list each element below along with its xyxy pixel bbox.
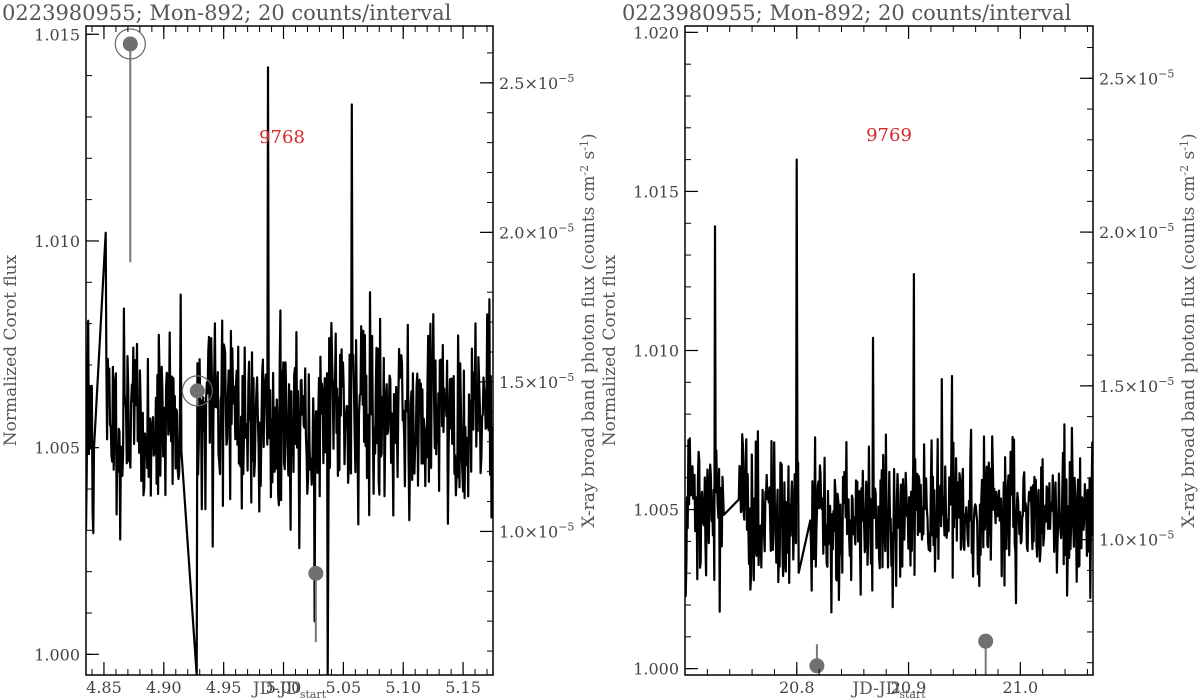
x-tick-label: 21.0	[1003, 678, 1039, 697]
y2-tick-label: 1.5×10−5	[499, 371, 574, 392]
x-tick-label: 4.85	[86, 678, 122, 697]
y-tick-label: 1.010	[633, 342, 679, 361]
y2-tick-label: 2.5×10−5	[499, 72, 574, 93]
xray-point-1	[114, 28, 146, 263]
x-tick-label: 20.8	[779, 678, 815, 697]
x-tick-label: 20.9	[891, 678, 927, 697]
xray-point-3	[308, 565, 324, 643]
xray-point-2	[978, 633, 994, 675]
x-tick-label: 5.05	[326, 678, 362, 697]
y-axis-label-right: X-ray broad band photon flux (counts cm-…	[1178, 133, 1199, 527]
xray-point-1	[809, 644, 825, 674]
x-tick-label: 5.10	[385, 678, 421, 697]
corot-flux-line	[685, 158, 1093, 614]
xray-point-marker	[189, 383, 205, 399]
y-tick-label: 1.015	[34, 25, 80, 44]
x-axis-label: JD-JDstart	[850, 679, 926, 698]
x-tick-label: 5.00	[266, 678, 302, 697]
y2-tick-label: 2.0×10−5	[1099, 221, 1174, 242]
y-tick-label: 1.005	[34, 439, 80, 458]
y-axis-label-left: Normalized Corot flux	[1, 254, 21, 446]
y-tick-label: 1.000	[633, 660, 679, 679]
y2-tick-label: 1.0×10−5	[499, 520, 574, 541]
corot-flux-line	[86, 66, 493, 675]
x-tick-label: 5.15	[445, 678, 481, 697]
chart-panel-2: 0223980955; Mon-892; 20 counts/interval 2…	[600, 1, 1199, 698]
x-tick-label: 4.95	[206, 678, 242, 697]
observation-id-annotation: 9769	[866, 125, 912, 146]
xray-point-marker	[809, 658, 825, 674]
observation-id-annotation: 9768	[259, 127, 305, 148]
y-axis-label-left: Normalized Corot flux	[600, 254, 620, 446]
chart-title: 0223980955; Mon-892; 20 counts/interval	[2, 1, 452, 25]
y-axis-label-right: X-ray broad band photon flux (counts cm-…	[578, 133, 599, 527]
plot-frame	[85, 25, 494, 676]
y-tick-label: 1.020	[633, 23, 679, 42]
plot-frame	[684, 25, 1094, 676]
chart-panel-1: 0223980955; Mon-892; 20 counts/interval 4…	[1, 1, 599, 698]
xray-point-highlight-ring	[114, 28, 146, 60]
y-tick-label: 1.015	[633, 182, 679, 201]
y2-tick-label: 1.5×10−5	[1099, 375, 1174, 396]
y-tick-label: 1.010	[34, 232, 80, 251]
y2-tick-label: 2.5×10−5	[1099, 67, 1174, 88]
y2-tick-label: 2.0×10−5	[499, 221, 574, 242]
xray-point-highlight-ring	[181, 375, 213, 407]
x-tick-label: 4.90	[146, 678, 182, 697]
x-axis-label: JD-JDstart	[251, 679, 327, 698]
y-tick-label: 1.000	[34, 645, 80, 664]
xray-point-2	[181, 375, 213, 407]
y2-tick-label: 1.0×10−5	[1099, 529, 1174, 550]
chart-title: 0223980955; Mon-892; 20 counts/interval	[622, 1, 1072, 25]
xray-point-marker	[122, 36, 138, 52]
xray-point-marker	[308, 565, 324, 581]
y-tick-label: 1.005	[633, 501, 679, 520]
xray-point-marker	[978, 633, 994, 649]
